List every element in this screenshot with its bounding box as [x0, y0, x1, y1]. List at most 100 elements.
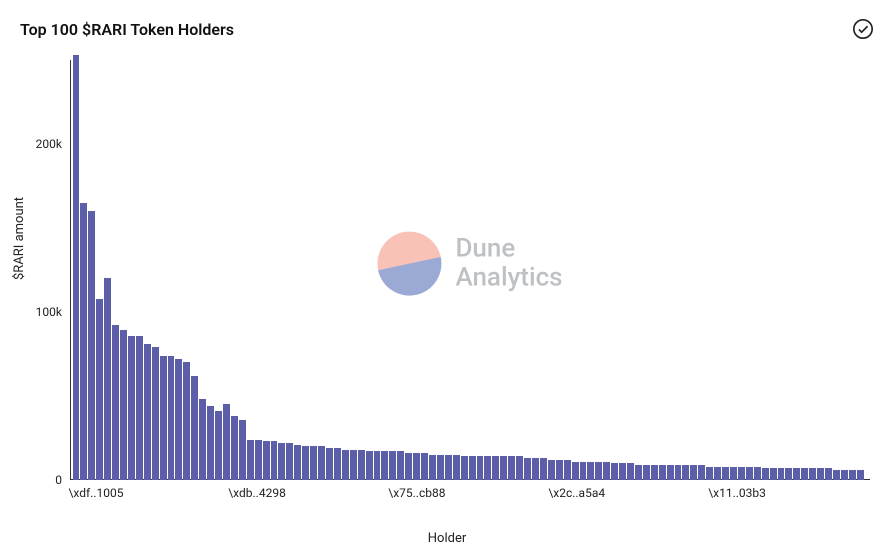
bar: [746, 467, 753, 480]
bar: [310, 446, 317, 480]
bar: [421, 453, 428, 480]
bar: [342, 450, 349, 480]
bar: [809, 468, 816, 480]
bar: [397, 451, 404, 480]
bar: [136, 336, 143, 480]
bar: [841, 470, 848, 480]
bar: [730, 467, 737, 480]
bar: [587, 462, 594, 480]
bar: [469, 456, 476, 480]
bar: [738, 467, 745, 480]
bar: [437, 455, 444, 480]
bar: [698, 465, 705, 480]
check-circle-icon[interactable]: [852, 18, 874, 40]
bar: [366, 451, 373, 480]
bar: [461, 456, 468, 480]
bar: [350, 450, 357, 480]
bar: [445, 455, 452, 480]
chart-title: Top 100 $RARI Token Holders: [20, 20, 234, 39]
x-tick-label: \xdf..1005: [68, 486, 123, 500]
bar: [690, 465, 697, 480]
bar: [500, 456, 507, 480]
chart-plot-area: Dune Analytics 0100k200k\xdf..1005\xdb..…: [70, 60, 870, 480]
bar: [191, 376, 198, 480]
bar: [540, 458, 547, 480]
bar: [770, 468, 777, 480]
bar: [548, 460, 555, 480]
bar: [128, 336, 135, 480]
bar: [318, 446, 325, 480]
bar: [722, 467, 729, 480]
bar: [603, 462, 610, 480]
bar: [785, 468, 792, 480]
bar: [793, 468, 800, 480]
bar: [857, 470, 864, 480]
bar: [183, 362, 190, 480]
bar: [627, 463, 634, 480]
bar: [413, 453, 420, 480]
bar: [706, 467, 713, 480]
bar: [643, 465, 650, 480]
chart-header: Top 100 $RARI Token Holders: [0, 0, 894, 48]
x-axis-label: Holder: [428, 531, 466, 546]
x-tick-label: \xdb..4298: [228, 486, 286, 500]
bar: [231, 416, 238, 480]
x-tick-label: \x75..cb88: [388, 486, 445, 500]
bar: [88, 211, 95, 480]
bar: [762, 468, 769, 480]
bar: [635, 465, 642, 480]
bar: [484, 456, 491, 480]
bar: [675, 465, 682, 480]
bar: [302, 446, 309, 480]
bar: [80, 203, 87, 480]
x-tick-label: \x11..03b3: [708, 486, 766, 500]
bar: [112, 325, 119, 480]
bar: [160, 356, 167, 480]
bar: [358, 450, 365, 480]
bar: [381, 451, 388, 480]
bar: [374, 451, 381, 480]
bar: [817, 468, 824, 480]
bar-series: [70, 60, 870, 480]
bar: [778, 468, 785, 480]
bar: [389, 451, 396, 480]
bar: [429, 455, 436, 480]
x-tick-label: \x2c..a5a4: [548, 486, 605, 500]
bar: [175, 359, 182, 480]
bar: [239, 420, 246, 480]
bar: [516, 456, 523, 480]
bar: [294, 445, 301, 480]
bar: [619, 463, 626, 480]
bar: [453, 455, 460, 480]
bar: [223, 404, 230, 480]
bar: [96, 299, 103, 480]
bar: [215, 411, 222, 480]
bar: [572, 462, 579, 480]
y-axis-label: $RARI amount: [12, 197, 27, 280]
bar: [247, 440, 254, 480]
bar: [199, 399, 206, 480]
bar: [286, 443, 293, 480]
bar: [595, 462, 602, 480]
bar: [255, 440, 262, 480]
bar: [508, 456, 515, 480]
bar: [825, 468, 832, 480]
bar: [73, 55, 80, 480]
y-tick-label: 100k: [36, 305, 62, 319]
bar: [754, 467, 761, 480]
bar: [667, 465, 674, 480]
bar: [120, 330, 127, 480]
bar: [532, 458, 539, 480]
bar: [714, 467, 721, 480]
bar: [334, 448, 341, 480]
bar: [104, 278, 111, 480]
y-tick-label: 0: [55, 473, 62, 487]
bar: [263, 441, 270, 480]
bar: [207, 406, 214, 480]
bar: [849, 470, 856, 480]
y-tick-label: 200k: [36, 137, 62, 151]
bar: [580, 462, 587, 480]
bar: [152, 347, 159, 480]
bar: [271, 441, 278, 480]
bar: [833, 470, 840, 480]
